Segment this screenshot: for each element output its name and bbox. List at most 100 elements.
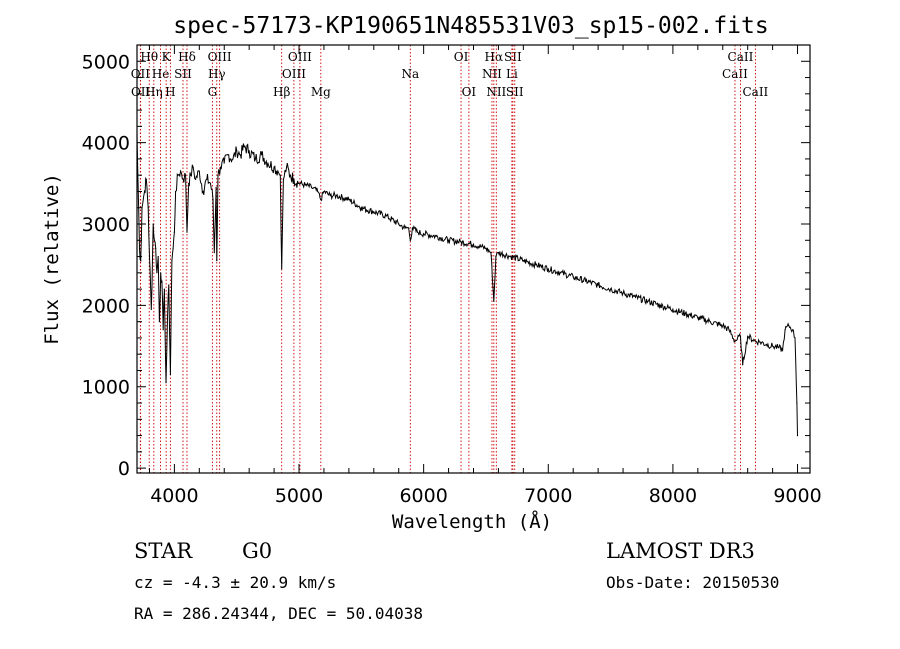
y-tick-label: 5000	[82, 51, 130, 73]
spectrum-point	[435, 235, 437, 237]
spectral-line-label: Hθ	[140, 50, 158, 64]
y-tick-label: 3000	[82, 214, 130, 236]
spectrum-point	[493, 300, 495, 302]
x-tick-label: 7000	[524, 485, 572, 507]
spectrum-point	[254, 158, 256, 160]
spectrum-point	[289, 174, 291, 176]
spectrum-point	[772, 345, 774, 347]
spectrum-point	[160, 272, 162, 274]
spectral-line-label: Hβ	[273, 85, 290, 99]
plot-frame	[136, 44, 811, 474]
spectrum-point	[163, 288, 165, 290]
x-tick-label: 4000	[150, 485, 198, 507]
spectrum-point	[267, 162, 269, 164]
spectral-line-label: OIII	[282, 67, 306, 81]
coordinates: RA = 286.24344, DEC = 50.04038	[134, 604, 423, 623]
spectrum-point	[560, 272, 562, 274]
spectrum-point	[398, 223, 400, 225]
spectral-line-label: Mg	[311, 85, 331, 99]
spectrum-point	[171, 260, 173, 262]
spectrum-point	[747, 335, 749, 337]
spectrum-point	[166, 317, 169, 319]
spectrum-point	[310, 186, 313, 188]
spectrum-point	[409, 239, 411, 241]
spectrum-point	[145, 178, 147, 180]
spectral-line-label: OI	[454, 50, 469, 64]
spectrum-point	[162, 329, 164, 331]
y-tick-label: 4000	[82, 133, 130, 155]
y-axis-label: Flux (relative)	[41, 173, 63, 345]
spectrum-point	[323, 190, 325, 193]
spectrum-point	[416, 231, 418, 233]
spectrum-point	[155, 247, 157, 249]
spectrum-point	[796, 435, 799, 437]
spectrum-point	[152, 223, 154, 225]
spectrum-point	[138, 247, 141, 249]
object-type: STAR	[134, 539, 193, 563]
spectral-line-label: SII	[174, 67, 192, 81]
spectral-line-label: Hγ	[208, 67, 226, 81]
spectrum-point	[535, 264, 537, 266]
spectrum-point	[622, 292, 624, 294]
spectral-line-label: SII	[506, 85, 524, 99]
spectral-line-label: SII	[504, 50, 522, 64]
spectrum-point	[348, 199, 350, 201]
spectrum-point	[215, 186, 217, 188]
spectrum-point	[140, 260, 142, 262]
spectrum-point	[239, 154, 241, 156]
spectrum-point	[169, 373, 171, 376]
spectrum-point	[495, 256, 497, 258]
spectrum-point	[192, 166, 194, 168]
spectrum-point	[158, 321, 160, 323]
spectrum-point	[195, 178, 197, 180]
spectrum-point	[143, 190, 146, 193]
spectrum-point	[172, 247, 174, 249]
spectrum-point	[728, 329, 730, 331]
spectral-line-label: CaII	[742, 85, 768, 99]
spectrum-point	[286, 166, 288, 168]
spectrum-point	[232, 158, 234, 160]
spectrum-point	[281, 268, 283, 270]
spectrum-point	[206, 178, 208, 180]
spectrum-point	[697, 317, 699, 319]
spectrum-point	[180, 170, 182, 172]
spectral-line-label: OII	[131, 85, 151, 99]
spectral-line-label: K	[162, 50, 172, 64]
obs-date: Obs-Date: 20150530	[606, 573, 779, 592]
survey-name: LAMOST DR3	[606, 539, 755, 563]
spectrum-point	[408, 227, 410, 229]
spectrum-point	[282, 178, 284, 180]
spectral-line-label: CaII	[728, 50, 754, 64]
spectrum-point	[261, 154, 263, 156]
spectrum-point	[320, 199, 322, 201]
spectrum-point	[153, 239, 155, 241]
spectrum-point	[185, 174, 187, 176]
y-tick-label: 1000	[82, 377, 130, 399]
spectrum-point	[659, 304, 662, 306]
spectral-line-label: OIII	[208, 50, 232, 64]
spectrum-point	[186, 231, 188, 233]
spectral-line-label: Li	[506, 67, 518, 81]
spectrum-point	[147, 207, 149, 209]
spectrum-point	[317, 190, 319, 193]
spectrum-point	[722, 325, 724, 327]
spectral-line-label: G	[208, 85, 218, 99]
spectrum-point	[209, 182, 212, 184]
spectrum-point	[216, 260, 218, 262]
spectrum-point	[182, 178, 184, 180]
x-tick-label: 5000	[275, 485, 323, 507]
spectrum-point	[784, 329, 786, 331]
spectrum-point	[165, 382, 167, 384]
spectrum-point	[212, 199, 214, 201]
spectral-subclass: G0	[242, 539, 272, 563]
x-tick-label: 6000	[399, 485, 447, 507]
spectral-line-label: NII	[486, 85, 506, 99]
spectrum-point	[360, 207, 362, 209]
x-tick-label: 8000	[649, 485, 697, 507]
spectral-line-label: Hα	[485, 50, 504, 64]
spectrum-point	[156, 272, 158, 274]
spectral-line-label: OIII	[288, 50, 312, 64]
spectrum-point	[298, 182, 300, 184]
spectrum-point	[188, 182, 190, 184]
